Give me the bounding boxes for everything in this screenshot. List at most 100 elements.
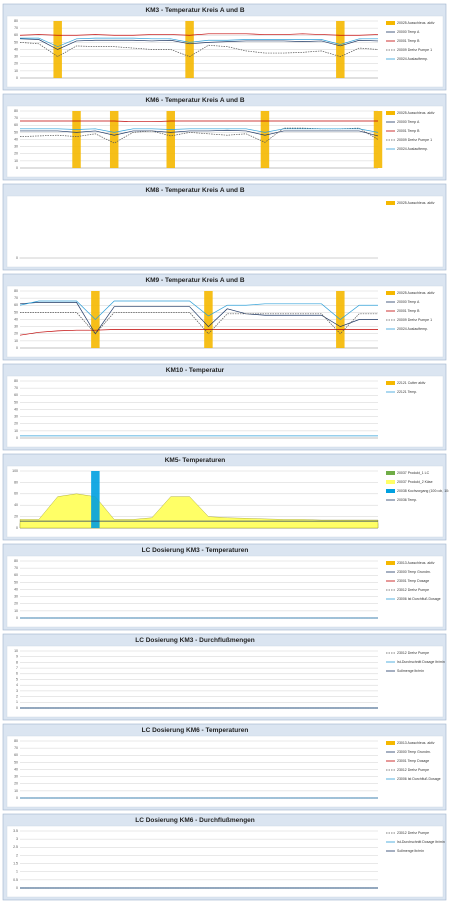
- y-tick-label: 60: [14, 753, 18, 757]
- bar: [91, 471, 100, 528]
- y-tick-label: 10: [14, 339, 18, 343]
- y-tick-label: 60: [14, 573, 18, 577]
- y-tick-label: 0: [16, 616, 18, 620]
- legend-label: 20001 Temp B: [397, 129, 420, 133]
- y-tick-label: 20: [14, 602, 18, 606]
- legend-label: 20009 Drehz Pumpe 1: [397, 48, 432, 52]
- y-tick-label: 50: [14, 400, 18, 404]
- bar: [109, 111, 119, 168]
- y-tick-label: 3: [16, 689, 18, 693]
- bar: [204, 291, 213, 348]
- y-tick-label: 7: [16, 666, 18, 670]
- y-tick-label: 4: [16, 683, 18, 687]
- legend-swatch: [386, 480, 395, 484]
- y-tick-label: 70: [14, 116, 18, 120]
- y-tick-label: 80: [14, 379, 18, 383]
- y-tick-label: 40: [14, 137, 18, 141]
- y-tick-label: 60: [14, 303, 18, 307]
- legend-swatch: [386, 381, 395, 385]
- plot-background: [6, 375, 444, 448]
- y-tick-label: 80: [14, 19, 18, 23]
- y-tick-label: 5: [16, 677, 18, 681]
- y-tick-label: 20: [14, 62, 18, 66]
- plot-background: [6, 195, 444, 268]
- legend-label: Ist-Durchschnitt Dosage ltr/min: [397, 840, 445, 844]
- y-tick-label: 80: [14, 109, 18, 113]
- y-tick-label: 10: [14, 609, 18, 613]
- y-tick-label: 6: [16, 672, 18, 676]
- y-tick-label: 70: [14, 566, 18, 570]
- bar: [185, 21, 194, 78]
- bar: [260, 111, 270, 168]
- y-tick-label: 80: [14, 739, 18, 743]
- legend-label: 23006 Ist Durchfluß Dosage: [397, 597, 441, 601]
- legend-label: 23006 Ist Durchfluß Dosage: [397, 777, 441, 781]
- legend-label: Ist-Durchschnitt Dosage ltr/min: [397, 660, 445, 664]
- y-tick-label: 80: [14, 289, 18, 293]
- y-tick-label: 60: [14, 492, 18, 496]
- y-tick-label: 1.5: [13, 861, 18, 865]
- bar: [336, 21, 345, 78]
- legend-label: Sollmenge ltr/min: [397, 669, 424, 673]
- y-tick-label: 80: [14, 480, 18, 484]
- y-tick-label: 30: [14, 415, 18, 419]
- line: [20, 120, 378, 123]
- line: [20, 37, 378, 48]
- legend-label: 20037 Produkt_1 LC: [397, 471, 430, 475]
- y-tick-label: 50: [14, 130, 18, 134]
- chart-title: KM3 - Temperatur Kreis A und B: [145, 7, 244, 14]
- legend-label: 22121 Cutter aktiv: [397, 381, 426, 385]
- legend-label: 23012 Drehz Pumpe: [397, 831, 429, 835]
- y-tick-label: 1: [16, 870, 18, 874]
- bar: [166, 111, 175, 168]
- y-tick-label: 0: [16, 166, 18, 170]
- y-tick-label: 40: [14, 47, 18, 51]
- y-tick-label: 30: [14, 55, 18, 59]
- legend-swatch: [386, 291, 395, 295]
- y-tick-label: 8: [16, 660, 18, 664]
- y-tick-label: 10: [14, 649, 18, 653]
- y-tick-label: 2: [16, 695, 18, 699]
- legend-label: 20009 Drehz Pumpe 1: [397, 318, 432, 322]
- y-tick-label: 70: [14, 386, 18, 390]
- legend-label: 20025 Ausschleus. aktiv: [397, 291, 435, 295]
- y-tick-label: 50: [14, 40, 18, 44]
- legend-label: 23013 Ausschleus. aktiv: [397, 741, 435, 745]
- legend-label: 23000 Temp Grundm.: [397, 750, 431, 754]
- y-tick-label: 80: [14, 559, 18, 563]
- area: [19, 493, 379, 529]
- y-tick-label: 0: [16, 346, 18, 350]
- chart-title: KM9 - Temperatur Kreis A und B: [145, 277, 244, 284]
- y-tick-label: 20: [14, 515, 18, 519]
- legend-label: 23012 Drehz Pumpe: [397, 768, 429, 772]
- y-tick-label: 70: [14, 26, 18, 30]
- line: [20, 129, 379, 137]
- y-tick-label: 10: [14, 429, 18, 433]
- legend-label: 20038 Kochvorgang (100=ob, 10=nicht): [397, 489, 449, 493]
- plot-background: [6, 645, 444, 718]
- line: [20, 128, 379, 133]
- line: [19, 329, 378, 336]
- y-tick-label: 70: [14, 746, 18, 750]
- y-tick-label: 70: [14, 296, 18, 300]
- y-tick-label: 10: [14, 789, 18, 793]
- y-tick-label: 30: [14, 775, 18, 779]
- plot-background: [6, 735, 444, 808]
- legend-label: Sollmenge ltr/min: [397, 849, 424, 853]
- chart-title: KM10 - Temperatur: [166, 367, 225, 374]
- legend-label: 20024 Auslauftemp.: [397, 57, 428, 61]
- y-tick-label: 30: [14, 595, 18, 599]
- chart-title: LC Dosierung KM3 - Temperaturen: [142, 547, 249, 554]
- y-tick-label: 20: [14, 422, 18, 426]
- y-tick-label: 50: [14, 310, 18, 314]
- legend-label: 20000 Temp A: [397, 300, 420, 304]
- legend-label: 20001 Temp B: [397, 309, 420, 313]
- y-tick-label: 9: [16, 655, 18, 659]
- y-tick-label: 20: [14, 332, 18, 336]
- line: [19, 42, 379, 58]
- y-tick-label: 0: [16, 256, 18, 260]
- line: [19, 38, 379, 50]
- y-tick-label: 0: [16, 526, 18, 530]
